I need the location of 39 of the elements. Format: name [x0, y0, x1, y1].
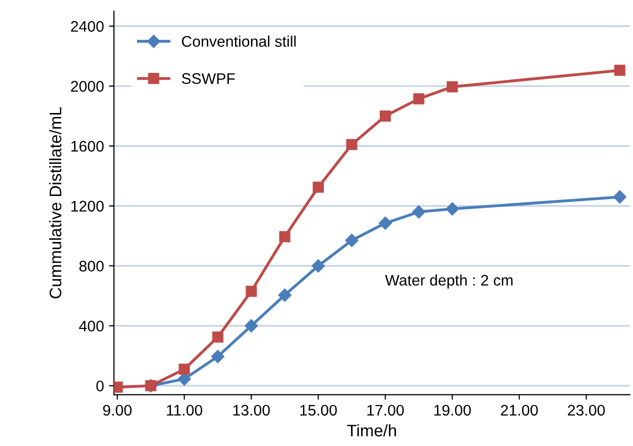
point: [378, 216, 392, 230]
x-tick-label: 17.00: [367, 404, 404, 416]
point: [279, 231, 290, 242]
point: [244, 319, 258, 332]
point: [446, 81, 458, 92]
point: [211, 350, 224, 364]
x-tick-label: 19.00: [434, 404, 471, 416]
point: [613, 190, 626, 204]
x-tick-label: 9.00: [103, 404, 132, 416]
x-tick-label: 13.00: [233, 404, 270, 416]
y-tick-label: 1600: [71, 140, 104, 152]
legend-label: Conventional still: [182, 36, 296, 47]
x-tick-label: 15.00: [300, 404, 337, 416]
legend-label: SSWPF: [182, 73, 235, 84]
x-tick-label: 23.00: [568, 404, 605, 416]
point: [346, 138, 358, 150]
y-tick-label: 800: [79, 260, 104, 272]
point: [413, 93, 424, 104]
point: [212, 331, 224, 343]
y-axis-title: Cummulative Distillate/mL: [49, 107, 62, 298]
y-tick-label: 0: [96, 380, 104, 392]
y-tick-label: 400: [79, 320, 104, 332]
y-tick-label: 2400: [71, 21, 104, 32]
annotation: Water depth : 2 cm: [385, 274, 513, 289]
point: [380, 110, 391, 122]
point: [614, 64, 626, 76]
y-tick-label: 1200: [71, 200, 104, 212]
x-tick-label: 21.00: [500, 404, 538, 416]
point: [312, 259, 325, 272]
point: [446, 202, 459, 216]
point: [246, 286, 257, 297]
point: [278, 288, 292, 302]
x-tick-label: 11.00: [166, 404, 202, 416]
point: [178, 364, 190, 375]
point: [412, 205, 426, 219]
point: [312, 182, 324, 193]
point: [345, 234, 358, 247]
y-tick-label: 2000: [71, 80, 104, 92]
x-axis-title: Time/h: [347, 424, 396, 436]
